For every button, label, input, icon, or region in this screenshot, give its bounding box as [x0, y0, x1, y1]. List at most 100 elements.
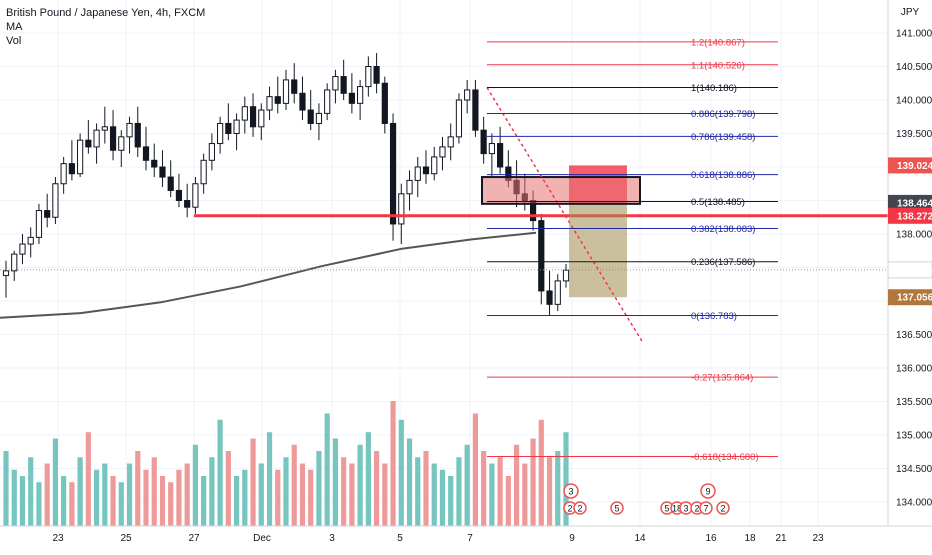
price-tick-label: 140.500 [896, 62, 932, 73]
candle-body [266, 96, 273, 111]
candle [340, 59, 347, 100]
candle-body [398, 193, 405, 225]
fib-level-label: 1(140.186) [691, 83, 737, 94]
take-profit-zone [569, 202, 627, 298]
candle-body [134, 122, 141, 148]
price-tick-label: 134.000 [896, 498, 932, 509]
candle [266, 86, 273, 121]
candle-body [431, 156, 438, 175]
candle [85, 120, 92, 154]
candle-body [167, 176, 174, 191]
fib-level-label: -0.27(135.864) [691, 373, 753, 384]
volume-bar [44, 463, 50, 526]
time-tick-label: 16 [705, 533, 717, 544]
candle-body [11, 253, 18, 272]
event-marker: 2 [573, 501, 587, 515]
candle [118, 130, 125, 167]
time-tick-label: 9 [569, 533, 575, 544]
volume-bar [448, 476, 454, 526]
candle [381, 76, 388, 134]
currency-label: JPY [901, 7, 920, 18]
volume-bar [69, 482, 75, 526]
candle [27, 227, 34, 258]
candle [126, 116, 133, 154]
volume-bar [36, 482, 42, 526]
candle [241, 96, 248, 134]
candle-body [291, 79, 298, 94]
volume-bar [28, 457, 34, 526]
volume-bar [324, 413, 330, 526]
candle-body [208, 143, 215, 161]
drawings [0, 87, 888, 342]
candle [324, 83, 331, 121]
volume-bar [291, 444, 297, 526]
volume-bar [52, 438, 59, 526]
event-marker-icon [699, 501, 713, 515]
volume-bar [275, 469, 281, 526]
event-marker: 7 [699, 501, 713, 515]
volume-bar [209, 457, 215, 526]
candle-body [184, 200, 191, 208]
price-tick-label: 135.000 [896, 431, 932, 442]
candle [348, 73, 355, 114]
candle-body [175, 189, 183, 201]
time-tick-label: 23 [812, 533, 824, 544]
volume-bar [126, 463, 133, 526]
symbol-title[interactable]: British Pound / Japanese Yen, 4h, FXCM [6, 7, 206, 19]
event-marker-badge: 3 [568, 487, 573, 497]
candle [538, 213, 545, 305]
candle [439, 136, 446, 171]
candle [414, 156, 421, 198]
volume-bar [456, 457, 462, 526]
candle [307, 89, 314, 131]
candle-body [217, 122, 224, 145]
candle [142, 126, 150, 171]
time-tick-label: Dec [253, 533, 271, 544]
candle [68, 140, 75, 181]
volume-bar [431, 463, 437, 526]
candle-body [406, 179, 413, 195]
candle-body [324, 89, 331, 114]
price-axis-label: 138.272 [888, 207, 932, 224]
candle-body [68, 163, 75, 175]
price-axis[interactable]: JPY141.000140.500140.000139.500139.00013… [887, 0, 932, 550]
candle [274, 76, 281, 114]
candle [175, 173, 183, 208]
candle [258, 103, 265, 141]
candle-body [192, 183, 199, 208]
time-tick-label: 14 [634, 533, 646, 544]
price-tick-label: 141.000 [896, 29, 932, 40]
candle-body [35, 210, 43, 238]
volume-bar [19, 476, 26, 526]
volume-bar [365, 432, 371, 526]
volume-bar [357, 444, 363, 526]
volume-bar [159, 476, 166, 526]
price-axis-label: 139.024 [888, 157, 932, 174]
candle-body [60, 163, 67, 185]
candle-body [348, 92, 355, 104]
candle [44, 193, 51, 228]
candle [546, 270, 553, 316]
candle [357, 79, 364, 121]
indicator-vol-label[interactable]: Vol [6, 35, 22, 47]
candle-body [340, 76, 347, 94]
candle-body [472, 89, 479, 131]
price-tick-label: 135.500 [896, 397, 932, 408]
volume-bar [283, 457, 289, 526]
volume-bar [423, 451, 429, 526]
candle [406, 170, 413, 211]
price-tick-label: 136.500 [896, 330, 932, 341]
indicator-ma-label[interactable]: MA [6, 21, 23, 33]
candle [184, 183, 191, 218]
chart-legend: British Pound / Japanese Yen, 4h, FXCM M… [6, 6, 205, 48]
candle [2, 260, 10, 298]
volume-bar [242, 469, 248, 526]
candle-body [554, 280, 561, 305]
time-axis[interactable]: 23 25 27 Dec 3 5 7 9 14 16 18 21 23 [0, 525, 932, 544]
candle-body [27, 236, 34, 245]
volume-bar [184, 463, 190, 526]
volume-bar [489, 463, 495, 526]
time-tick-label: 21 [775, 533, 787, 544]
